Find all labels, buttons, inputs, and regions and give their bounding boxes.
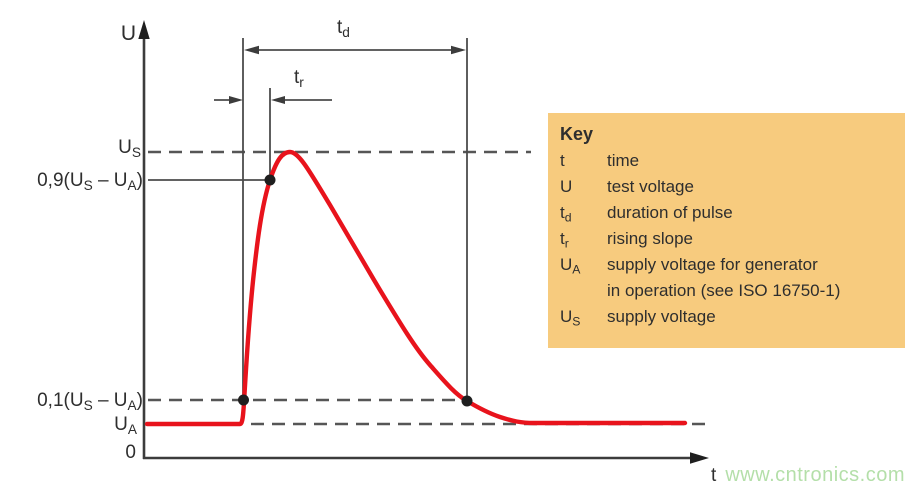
key-description: test voltage [607,177,694,196]
u-axis-label-text: U [120,22,136,45]
key-row-time: t time [560,148,893,174]
level-01-label: 0,1(US – UA) [37,390,143,413]
key-description: supply voltage [607,307,716,326]
key-description: supply voltage for generator in operation… [607,255,841,300]
rise-01-point [238,394,249,406]
key-description: time [607,151,640,170]
threshold-markers [238,174,473,407]
key-symbol: td [560,203,572,225]
t-axis-label: t [711,465,717,486]
level-09-label: 0,9(US – UA) [37,170,143,193]
tr-arrowhead-left-icon [229,96,243,104]
key-legend-box: Key t time U test voltage td duration of… [548,113,905,348]
dimension-arrowheads [229,45,466,104]
key-row-supply-voltage: US supply voltage [560,304,893,330]
key-row-supply-voltage-generator: UA supply voltage for generator in operat… [560,252,893,304]
u-axis-label: U [121,22,136,46]
u-axis-arrowhead-icon [138,20,150,39]
t-axis-arrowhead-icon [690,452,709,464]
watermark-text: www.cntronics.com [725,464,905,486]
key-description: rising slope [607,229,693,248]
key-row-rising-slope: tr rising slope [560,226,893,252]
tr-dimension-label: tr [294,67,304,90]
key-symbol: UA [560,255,581,277]
key-symbol: U [560,177,573,196]
axis-arrowheads [138,20,709,464]
fall-01-point [461,395,473,407]
key-symbol: tr [560,229,569,251]
key-row-test-voltage: U test voltage [560,174,893,200]
td-arrowhead-left-icon [244,45,259,55]
us-level-label: US [118,137,141,160]
rise-09-point [264,174,276,186]
origin-zero-label: 0 [125,442,136,463]
key-symbol: t [560,151,565,170]
ua-level-label: UA [114,414,137,437]
tr-arrowhead-right-icon [271,96,285,104]
key-row-duration: td duration of pulse [560,200,893,226]
key-symbol: US [560,307,581,329]
dimension-lines [148,38,468,398]
td-dimension-label: td [337,17,350,40]
key-heading: Key [560,124,594,144]
axes [142,36,694,460]
td-arrowhead-right-icon [451,45,466,55]
key-description: duration of pulse [607,203,733,222]
